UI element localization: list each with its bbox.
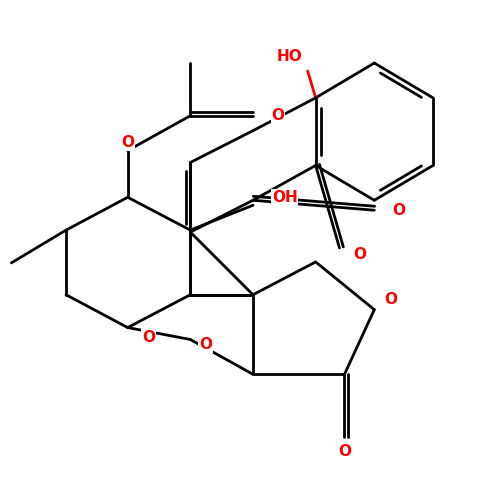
Text: O: O [199, 337, 212, 352]
Text: O: O [142, 330, 155, 345]
Text: O: O [353, 248, 366, 262]
Text: O: O [384, 292, 398, 307]
Text: OH: OH [272, 190, 297, 205]
Text: O: O [338, 444, 351, 460]
Text: O: O [121, 135, 134, 150]
Text: O: O [392, 202, 406, 218]
Text: O: O [272, 108, 284, 123]
Text: HO: HO [277, 48, 302, 64]
